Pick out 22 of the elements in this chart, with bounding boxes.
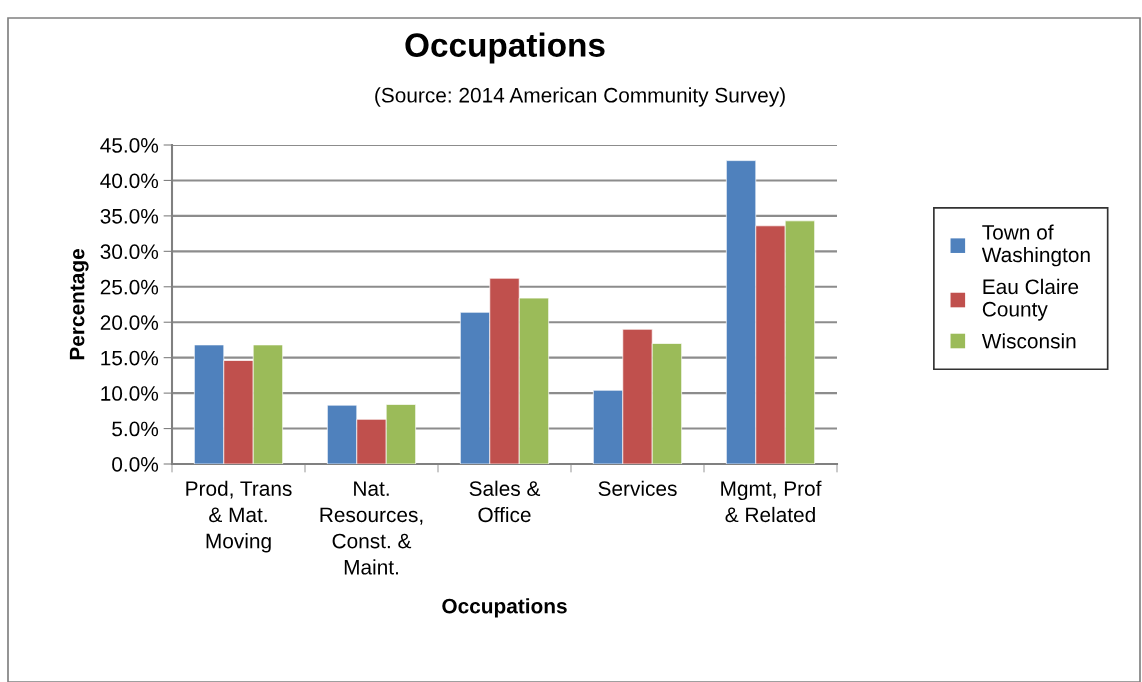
y-tick-label: 35.0% — [100, 208, 159, 224]
x-axis-title: Occupations — [442, 598, 567, 618]
y-axis-title: Percentage — [69, 249, 89, 360]
x-tick-label: Mgmt, Prof & Related — [721, 480, 822, 523]
y-tick-label: 15.0% — [101, 350, 159, 366]
legend-label: Wisconsin — [981, 333, 1076, 349]
y-tick-label: 10.0% — [101, 386, 159, 401]
y-tick-label: 45.0% — [100, 138, 159, 153]
y-tick-label: 5.0% — [112, 421, 159, 437]
y-tick-label: 40.0% — [100, 173, 159, 189]
y-tick-label: 30.0% — [100, 244, 159, 260]
y-tick-label: 25.0% — [100, 279, 159, 295]
legend-label: Town of Washington — [981, 224, 1090, 267]
x-tick-label: Prod, Trans & Mat. Moving — [186, 480, 292, 553]
x-tick-label: Nat. Resources, Const. & Maint. — [320, 481, 423, 575]
y-tick-label: 20.0% — [100, 315, 159, 330]
x-tick-label: Services — [598, 480, 677, 496]
legend-label: Eau Claire County — [982, 278, 1079, 321]
chart-subtitle: (Source: 2014 American Community Survey) — [375, 87, 785, 107]
x-tick-label: Sales & Office — [469, 480, 541, 523]
chart-title: Occupations — [405, 32, 605, 64]
y-tick-label: 0.0% — [112, 457, 159, 472]
